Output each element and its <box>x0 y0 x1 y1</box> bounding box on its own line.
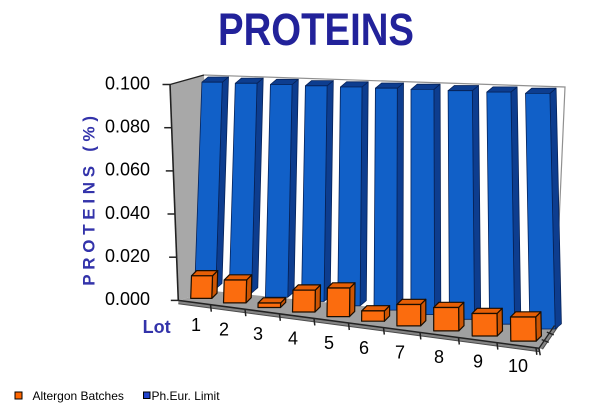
svg-text:4: 4 <box>288 329 298 349</box>
svg-text:PROTEINS (%): PROTEINS (%) <box>80 111 99 285</box>
svg-text:2: 2 <box>219 320 229 340</box>
svg-text:5: 5 <box>324 333 334 353</box>
svg-text:0.040: 0.040 <box>105 203 150 223</box>
svg-text:6: 6 <box>359 338 369 358</box>
svg-text:9: 9 <box>473 352 483 372</box>
svg-text:0.000: 0.000 <box>105 289 150 309</box>
svg-text:3: 3 <box>253 324 263 344</box>
svg-text:0.080: 0.080 <box>105 117 150 137</box>
svg-text:0.100: 0.100 <box>105 73 150 93</box>
svg-text:0.060: 0.060 <box>105 160 150 180</box>
svg-text:8: 8 <box>434 347 444 367</box>
svg-text:0.020: 0.020 <box>105 246 150 266</box>
svg-text:1: 1 <box>191 315 201 335</box>
svg-text:7: 7 <box>395 342 405 362</box>
svg-text:Ph.Eur. Limit: Ph.Eur. Limit <box>152 389 221 403</box>
svg-text:Altergon Batches: Altergon Batches <box>33 389 124 403</box>
svg-text:Lot: Lot <box>143 317 171 337</box>
svg-text:10: 10 <box>508 356 528 376</box>
svg-text:PROTEINS: PROTEINS <box>218 4 414 55</box>
